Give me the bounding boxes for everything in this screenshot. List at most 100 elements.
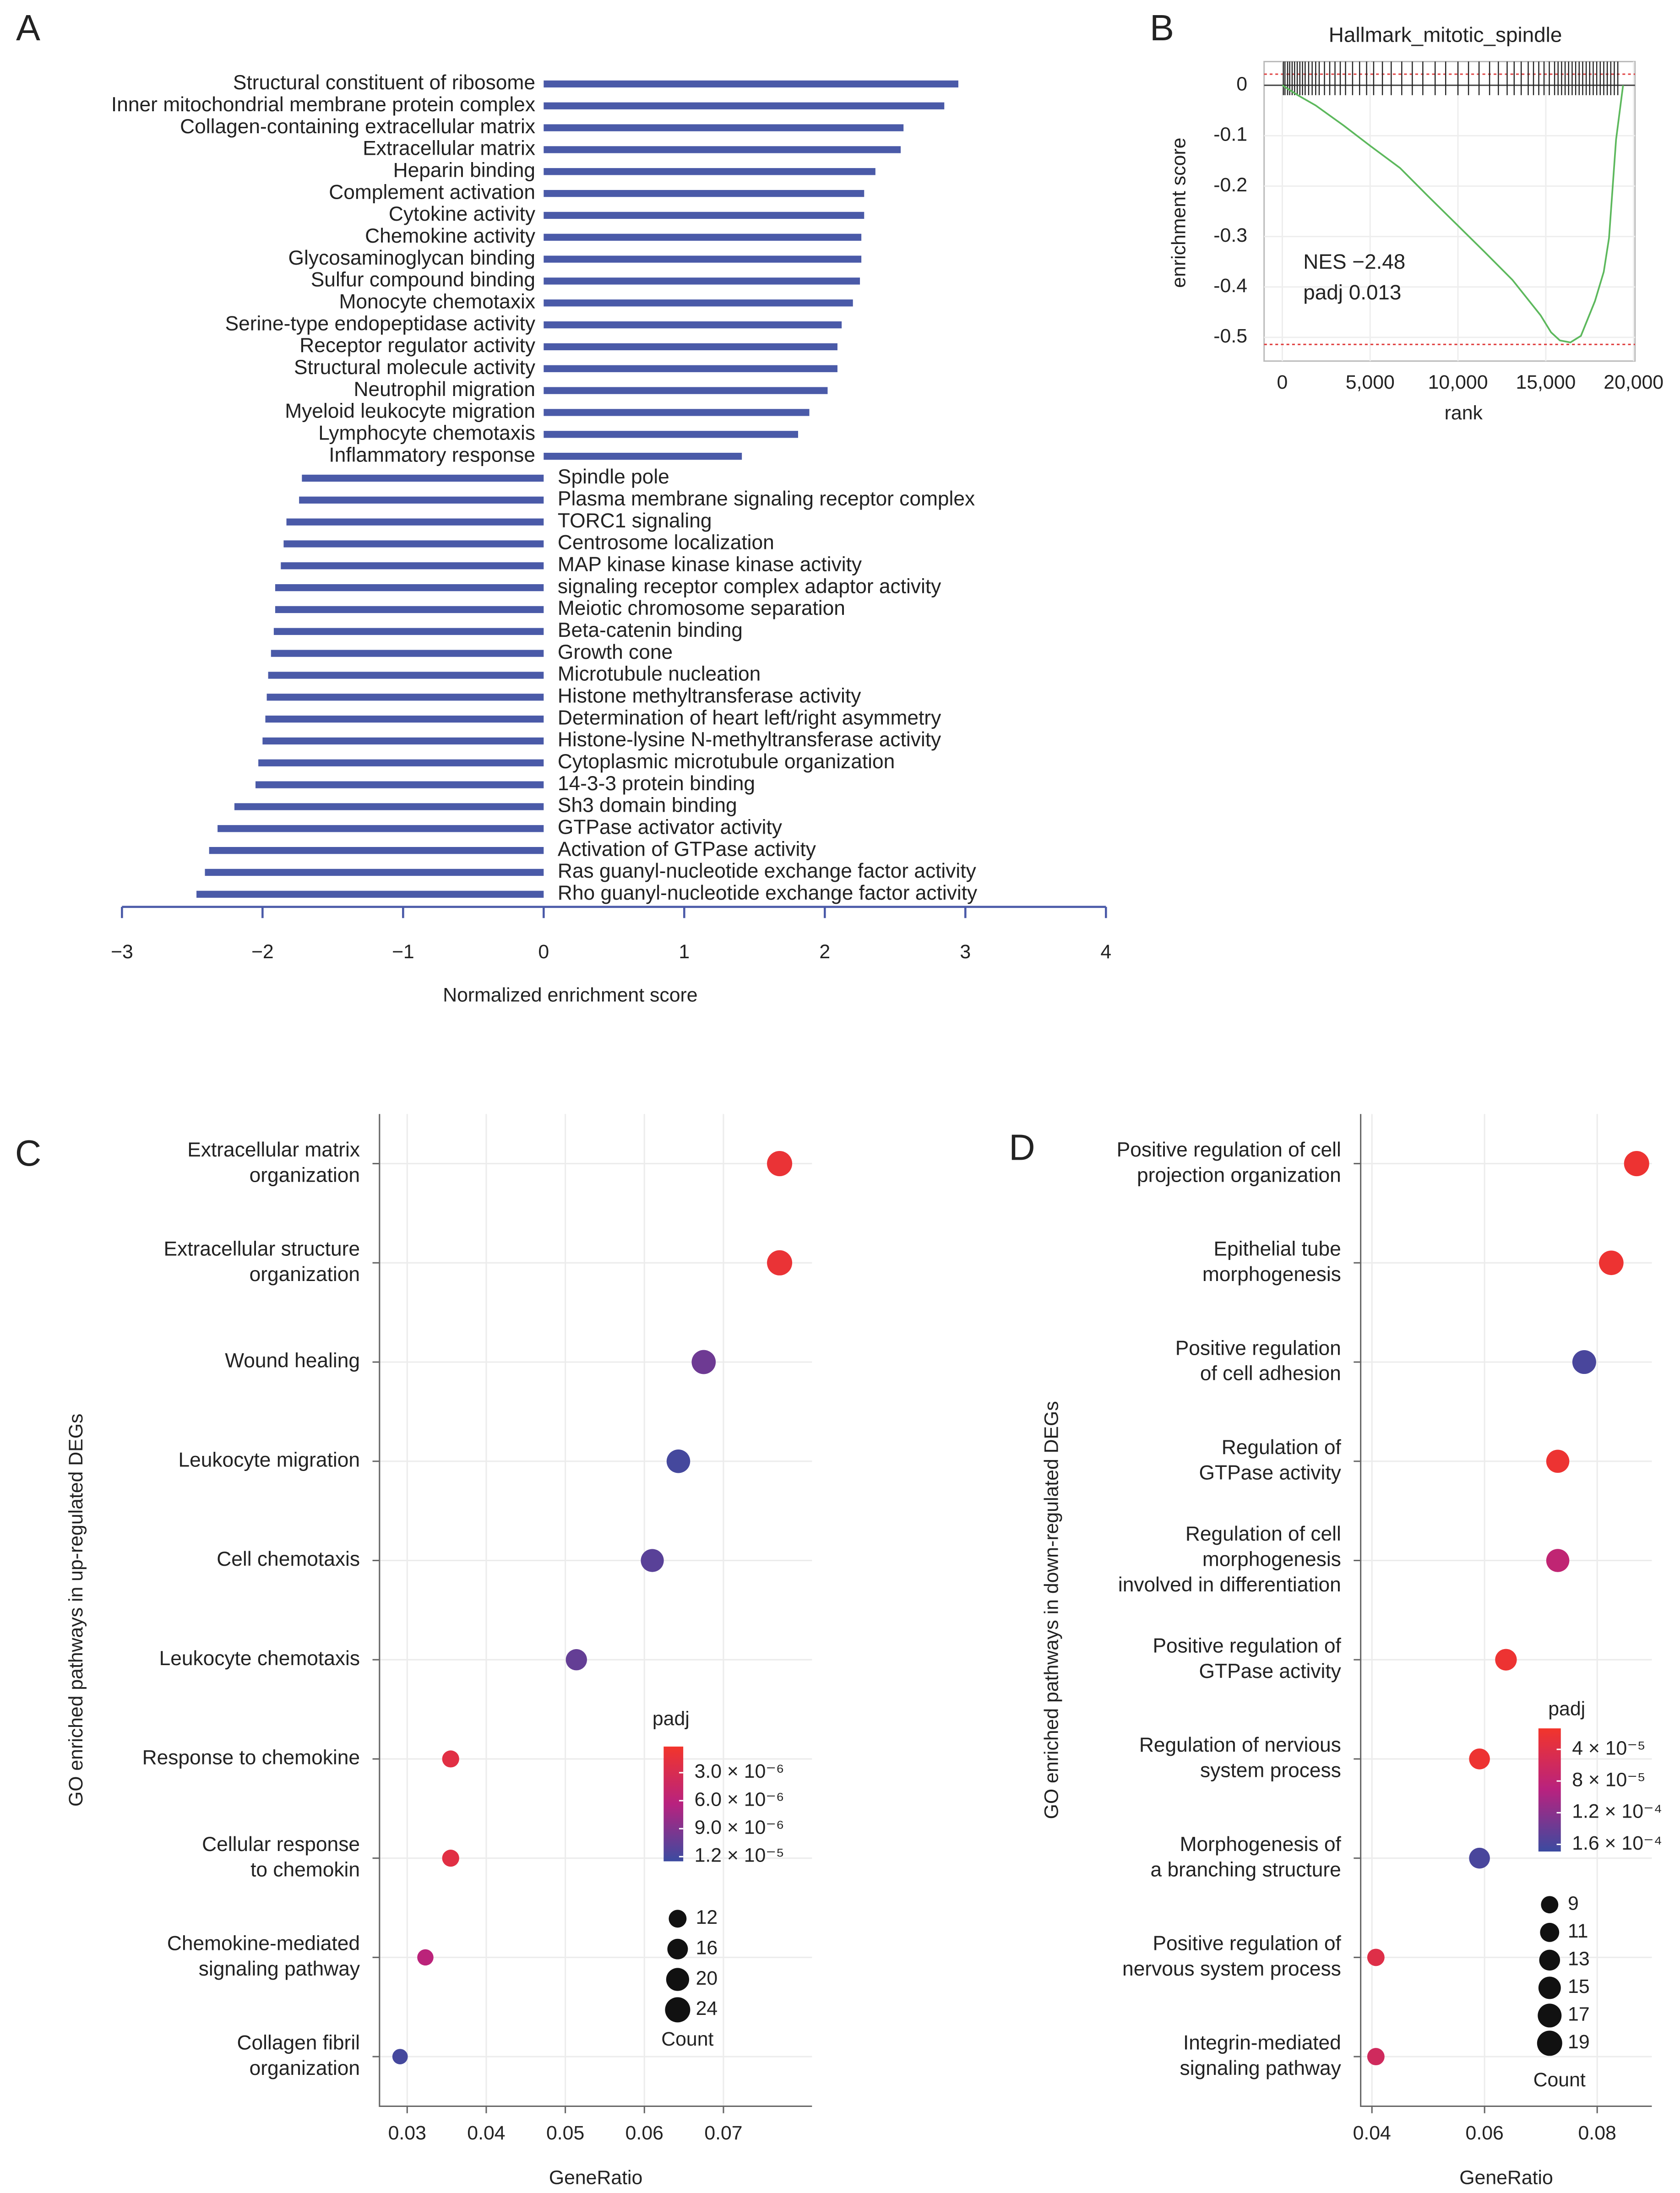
dot bbox=[1367, 2048, 1385, 2066]
bar bbox=[544, 233, 862, 241]
dot bbox=[442, 1850, 459, 1867]
x-tick-label: 0.05 bbox=[546, 2122, 584, 2144]
panel-label: D bbox=[1009, 1127, 1035, 1168]
x-tick-label: 3 bbox=[960, 941, 971, 963]
size-legend-label: 9 bbox=[1568, 1893, 1579, 1915]
colorbar-label: 1.2 × 10⁻⁴ bbox=[1572, 1801, 1662, 1823]
bar bbox=[544, 146, 901, 153]
x-tick-label: 0.07 bbox=[704, 2122, 742, 2144]
x-tick-label: 0.08 bbox=[1578, 2122, 1616, 2144]
y-tick-label: -0.2 bbox=[1213, 174, 1247, 196]
bar bbox=[544, 387, 828, 394]
x-tick-label: 0.03 bbox=[388, 2122, 426, 2144]
bar-label: Neutrophil migration bbox=[353, 378, 535, 401]
bar-label: Growth cone bbox=[558, 641, 673, 663]
bar bbox=[271, 650, 544, 657]
bar-label: Histone-lysine N-methyltransferase activ… bbox=[558, 728, 941, 751]
x-tick-label: −2 bbox=[251, 941, 274, 963]
bar-label: Serine-type endopeptidase activity bbox=[225, 312, 536, 335]
colorbar-label: 8 × 10⁻⁵ bbox=[1572, 1769, 1645, 1791]
colorbar-label: 3.0 × 10⁻⁶ bbox=[695, 1760, 784, 1782]
y-tick-label: Cellular response to chemokin bbox=[202, 1833, 360, 1881]
bar-label: Determination of heart left/right asymme… bbox=[558, 706, 941, 729]
y-tick-label: Leukocyte migration bbox=[178, 1449, 360, 1471]
bar bbox=[544, 409, 810, 416]
size-legend-dot bbox=[669, 1910, 687, 1928]
size-legend-label: 17 bbox=[1568, 2003, 1590, 2025]
size-legend-label: 11 bbox=[1568, 1920, 1588, 1942]
axis-lines bbox=[1360, 1114, 1652, 2107]
bar bbox=[281, 562, 544, 570]
bar bbox=[544, 80, 958, 88]
size-legend-label: 20 bbox=[696, 1967, 718, 1989]
x-tick-label: 4 bbox=[1100, 941, 1111, 963]
bar bbox=[205, 869, 544, 876]
bar bbox=[286, 518, 544, 526]
x-tick-label: −3 bbox=[111, 941, 133, 963]
bar-label: MAP kinase kinase kinase activity bbox=[558, 553, 862, 575]
colorbar bbox=[1538, 1728, 1561, 1852]
x-tick-label: 0.06 bbox=[1466, 2122, 1504, 2144]
y-tick-label: -0.4 bbox=[1213, 275, 1247, 297]
bar bbox=[544, 365, 837, 372]
bar bbox=[256, 781, 544, 788]
size-legend-dot bbox=[1538, 1976, 1561, 1999]
colorbar bbox=[663, 1746, 684, 1862]
y-tick-label: -0.1 bbox=[1213, 124, 1247, 146]
y-tick-label: Extracellular structure organization bbox=[164, 1238, 360, 1285]
bar-label: Extracellular matrix bbox=[363, 137, 535, 160]
size-legend-dot bbox=[666, 1968, 690, 1991]
dot bbox=[1546, 1549, 1570, 1572]
colorbar-label: 4 × 10⁻⁵ bbox=[1572, 1737, 1645, 1759]
axis-lines bbox=[379, 1114, 812, 2107]
plot-frame bbox=[1263, 60, 1636, 362]
bar bbox=[544, 299, 853, 307]
y-tick-label: Positive regulation of GTPase activity bbox=[1153, 1634, 1341, 1682]
y-tick-label: Cell chemotaxis bbox=[217, 1548, 360, 1570]
bar-label: Lymphocyte chemotaxis bbox=[318, 422, 535, 444]
bar-label: Cytokine activity bbox=[389, 203, 536, 225]
bar-label: Beta-catenin binding bbox=[558, 619, 743, 641]
y-tick-label: Positive regulation of cell projection or… bbox=[1117, 1139, 1341, 1186]
size-legend-label: 24 bbox=[696, 1998, 718, 2019]
bar-label: Plasma membrane signaling receptor compl… bbox=[558, 488, 975, 510]
bar-label: Structural constituent of ribosome bbox=[233, 71, 535, 94]
y-tick-label: Morphogenesis of a branching structure bbox=[1151, 1833, 1342, 1881]
y-tick-label: Extracellular matrix organization bbox=[187, 1139, 360, 1186]
size-legend-dot bbox=[1540, 1922, 1560, 1942]
y-tick-label: Wound healing bbox=[225, 1350, 360, 1372]
bar-label: Spindle pole bbox=[558, 466, 669, 488]
annotation: NES −2.48 bbox=[1303, 250, 1405, 273]
dot bbox=[1367, 1949, 1385, 1966]
bar-label: 14-3-3 protein binding bbox=[558, 772, 755, 795]
legend-title: padj bbox=[1548, 1698, 1585, 1720]
x-tick-label: 1 bbox=[679, 941, 690, 963]
y-tick-label: Integrin-mediated signaling pathway bbox=[1180, 2031, 1342, 2079]
x-tick-label: 0.06 bbox=[625, 2122, 663, 2144]
bar bbox=[268, 672, 544, 679]
bar-label: Microtubule nucleation bbox=[558, 663, 761, 685]
annotation: padj 0.013 bbox=[1303, 280, 1401, 304]
bar-label: TORC1 signaling bbox=[558, 510, 712, 532]
size-legend-label: 13 bbox=[1568, 1948, 1590, 1970]
y-axis-label: enrichment score bbox=[1168, 138, 1190, 288]
size-legend-label: 19 bbox=[1568, 2031, 1590, 2053]
legend-title: Count bbox=[1533, 2069, 1586, 2091]
y-tick-label: Response to chemokine bbox=[142, 1747, 360, 1769]
x-tick-label: 15,000 bbox=[1516, 371, 1576, 393]
panel-label: B bbox=[1150, 7, 1174, 48]
bar-label: Cytoplasmic microtubule organization bbox=[558, 750, 895, 773]
dot bbox=[1624, 1151, 1649, 1177]
colorbar-label: 1.6 × 10⁻⁴ bbox=[1572, 1832, 1662, 1854]
bar-label: Rho guanyl-nucleotide exchange factor ac… bbox=[558, 882, 978, 904]
bar-label: Sh3 domain binding bbox=[558, 794, 737, 817]
dot bbox=[565, 1649, 587, 1671]
dot bbox=[691, 1350, 716, 1374]
size-legend-label: 15 bbox=[1568, 1976, 1590, 1998]
size-legend-dot bbox=[1537, 2030, 1562, 2056]
bar bbox=[544, 452, 742, 460]
bar bbox=[217, 825, 544, 832]
bar bbox=[283, 540, 544, 548]
y-axis-label: GO enriched pathways in down-regulated D… bbox=[1040, 1401, 1062, 1819]
x-tick-label: 0 bbox=[538, 941, 549, 963]
